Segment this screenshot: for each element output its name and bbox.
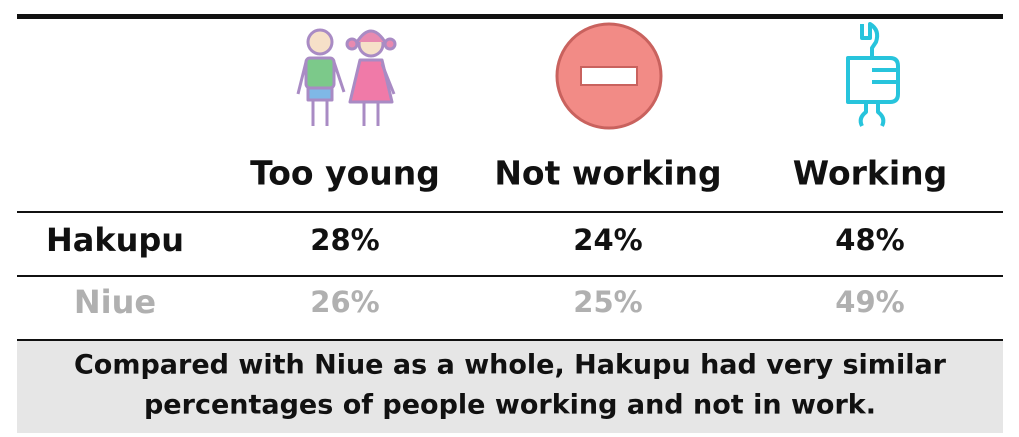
note-line: percentages of people working and not in… [144,390,876,421]
top-rule [17,14,1003,19]
cell-value: 25% [573,285,642,319]
working-icon [846,22,900,127]
row-label: Hakupu [46,221,184,259]
cell-value: 48% [835,223,904,257]
column-header: Working [793,154,948,193]
too-young-icon [296,28,397,126]
cell-value: 28% [310,223,379,257]
not-working-icon [555,22,663,130]
cell-value: 26% [310,285,379,319]
cell-value: 24% [573,223,642,257]
note-box [17,341,1003,433]
column-header: Too young [250,154,440,193]
row-label: Niue [74,283,156,321]
cell-value: 49% [835,285,904,319]
column-header: Not working [494,154,721,193]
note-line: Compared with Niue as a whole, Hakupu ha… [74,350,947,381]
